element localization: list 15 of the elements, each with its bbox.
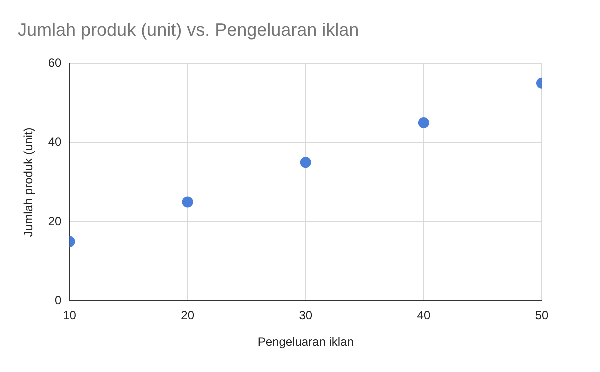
y-axis-title: Jumlah produk (unit) (22, 128, 36, 238)
chart-title: Jumlah produk (unit) vs. Pengeluaran iklan (18, 20, 360, 40)
x-tick-label: 20 (181, 308, 195, 323)
y-tick-label: 0 (55, 294, 62, 308)
y-tick-label: 40 (48, 135, 62, 150)
y-tick-label: 20 (48, 214, 62, 228)
point (182, 196, 194, 208)
y-tick-label: 60 (48, 56, 62, 70)
point (300, 157, 312, 168)
x-axis-title: Pengeluaran iklan (258, 335, 354, 350)
x-tick-label: 30 (299, 308, 313, 323)
x-tick-label: 50 (535, 308, 549, 323)
x-tick-label: 10 (63, 308, 77, 323)
point (418, 118, 430, 128)
x-tick-label: 40 (417, 308, 431, 323)
